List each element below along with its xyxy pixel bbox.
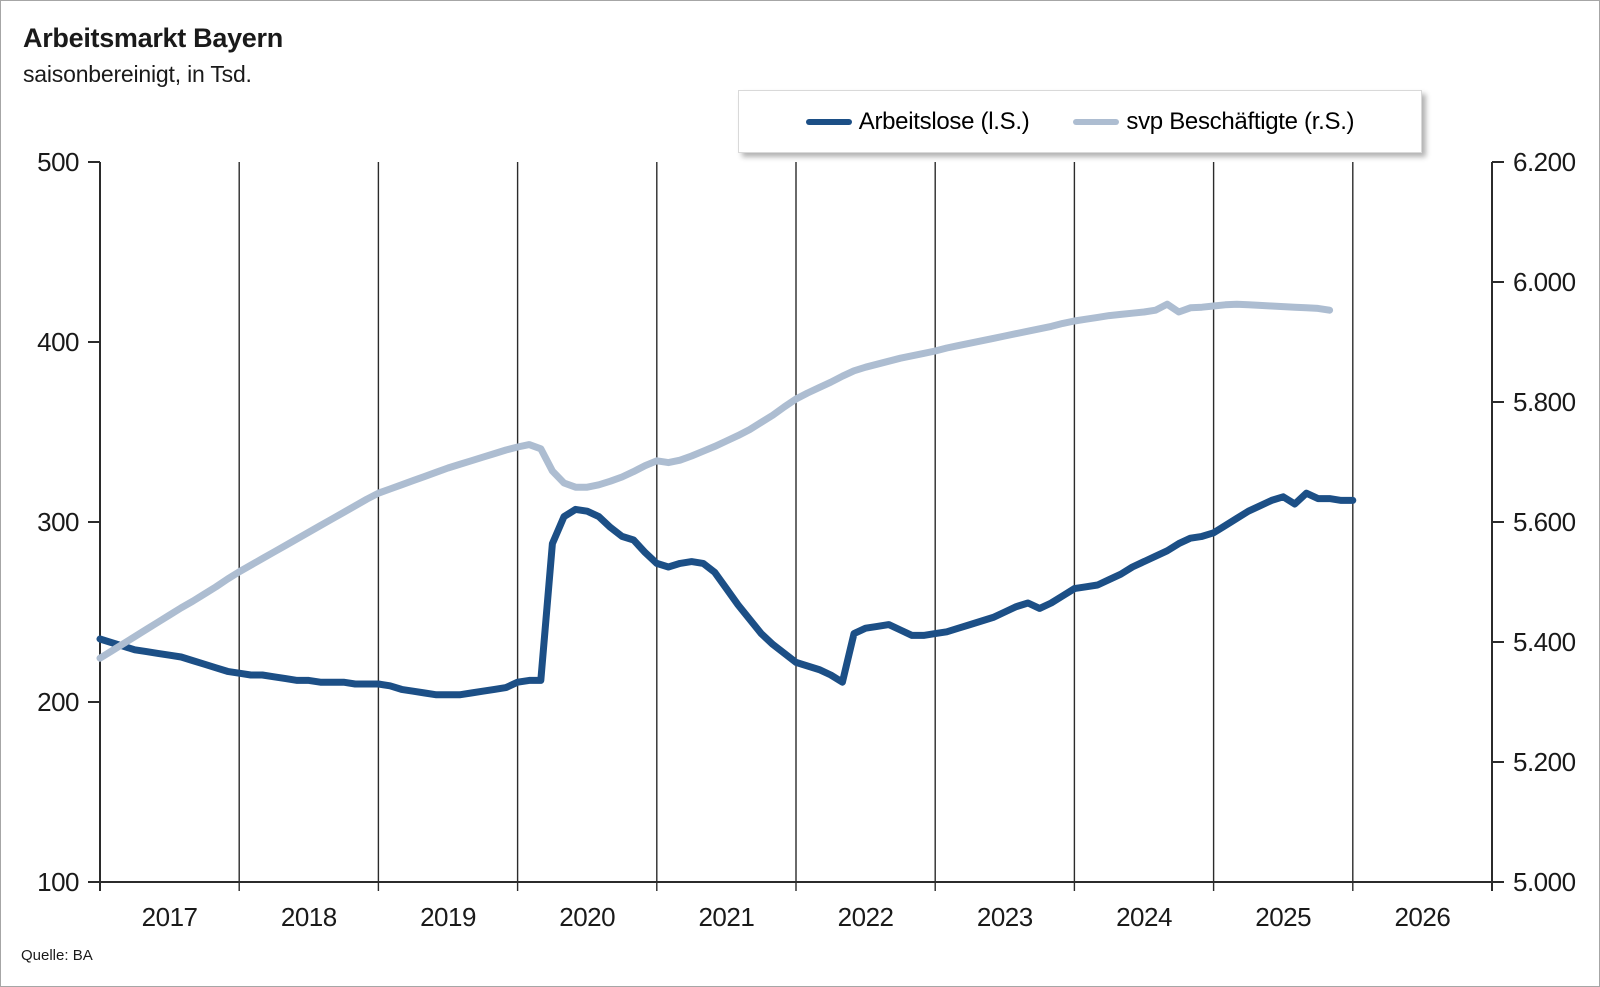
right-axis-tick-label: 5.800 [1513,387,1576,417]
series-line-beschaeftigte [96,300,1334,662]
legend-label: Arbeitslose (l.S.) [858,107,1030,135]
x-axis-year-label: 2023 [977,902,1033,932]
right-axis-tick-label: 6.000 [1513,267,1576,297]
x-axis-year-label: 2017 [142,902,198,932]
left-axis-tick-label: 400 [37,327,79,357]
x-axis-year-label: 2025 [1255,902,1311,932]
right-axis-tick-label: 5.400 [1513,627,1576,657]
left-axis-tick-label: 200 [37,687,79,717]
chart-subtitle: saisonbereinigt, in Tsd. [23,61,252,87]
chart-legend: Arbeitslose (l.S.) svp Beschäftigte (r.S… [738,90,1422,153]
x-axis-year-label: 2022 [838,902,894,932]
legend-line-swatch-dark-blue [805,118,852,125]
x-axis-year-label: 2021 [698,902,754,932]
left-axis-tick-label: 100 [37,867,79,897]
legend-line-swatch-light-blue [1073,118,1120,125]
chart-title: Arbeitsmarkt Bayern [23,23,283,53]
legend-entry-arbeitslose: Arbeitslose (l.S.) [805,107,1030,136]
right-axis-tick-label: 5.200 [1513,747,1576,777]
right-axis-tick-label: 5.600 [1513,507,1576,537]
right-axis-tick-label: 5.000 [1513,867,1576,897]
x-axis-year-label: 2024 [1116,902,1172,932]
right-axis-tick-label: 6.200 [1513,147,1576,177]
legend-label: svp Beschäftigte (r.S.) [1126,107,1355,135]
x-axis-year-label: 2019 [420,902,476,932]
left-axis-tick-label: 300 [37,507,79,537]
x-axis-year-label: 2026 [1394,902,1450,932]
left-axis-tick-label: 500 [37,147,79,177]
x-axis-year-label: 2020 [559,902,615,932]
series-line-arbeitslose [96,489,1357,699]
legend-entry-beschaeftigte: svp Beschäftigte (r.S.) [1073,107,1355,136]
x-axis-year-label: 2018 [281,902,337,932]
source-note: Quelle: BA [21,947,93,964]
